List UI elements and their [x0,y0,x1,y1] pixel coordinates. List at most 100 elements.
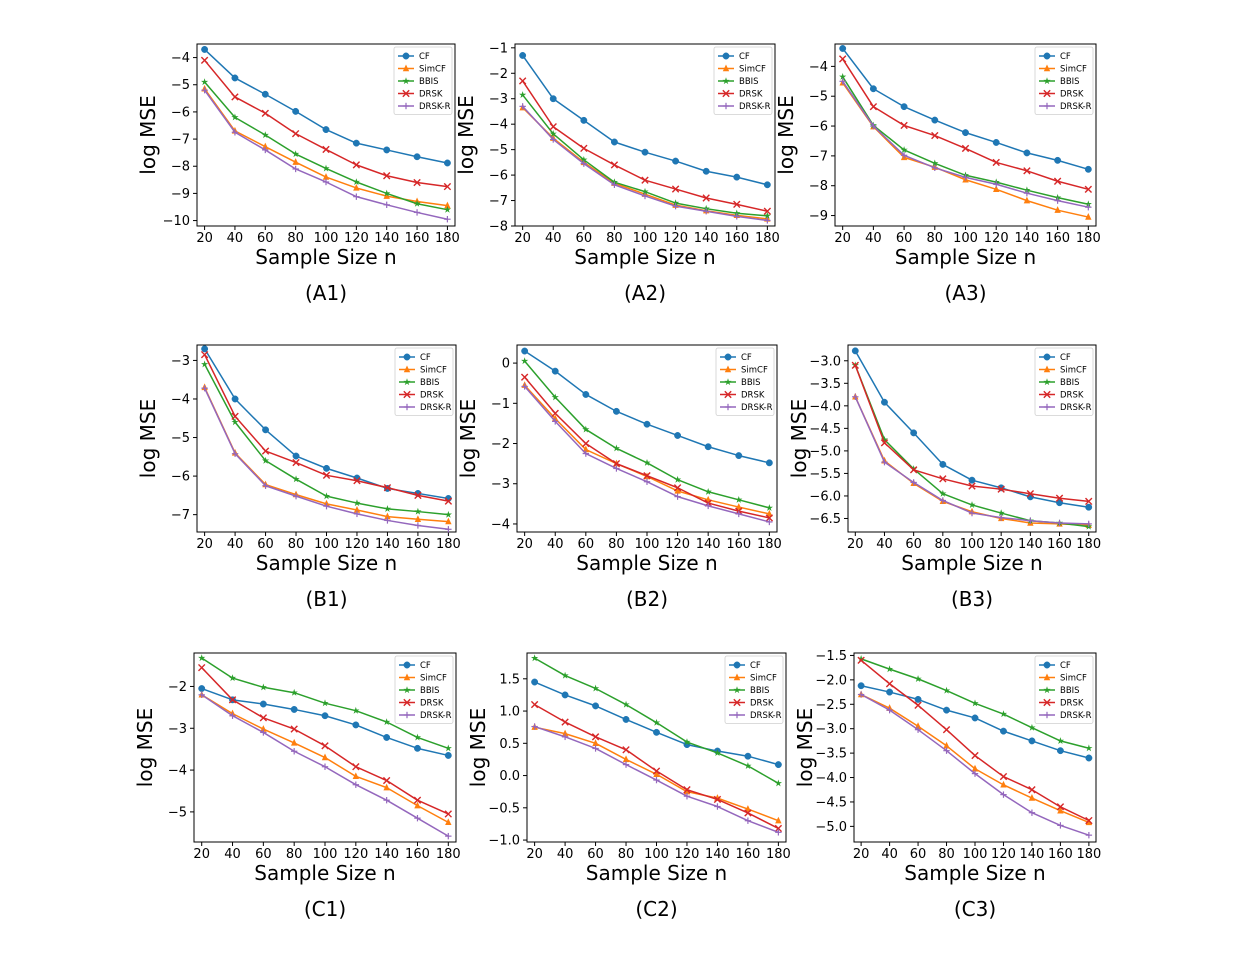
y-tick-label: 1.0 [499,705,520,720]
point-marker [1085,520,1092,528]
point-marker [857,656,865,665]
point-marker [582,450,590,457]
x-tick-label: 160 [726,537,751,552]
legend-entry: CF [718,52,750,62]
point-marker [1056,803,1065,811]
series-cf [839,45,1092,173]
legend-label: SimCF [420,674,447,684]
legend-label: DRSK [1060,699,1084,709]
point-marker [851,347,859,355]
series-drsk-r [852,393,1092,528]
x-tick-label: 80 [618,847,635,862]
legend: CF SimCF BBIS DRSK DRSK-R [393,46,453,115]
point-marker [722,77,730,85]
point-marker [1054,156,1062,164]
point-marker [775,816,782,824]
point-marker [1057,822,1064,829]
point-marker [971,770,979,777]
point-marker [641,148,649,156]
point-marker [683,793,691,800]
point-marker [733,686,741,694]
x-tick-label: 100 [314,537,339,552]
point-marker [1043,52,1051,60]
point-marker [968,509,976,517]
point-marker [521,347,529,355]
point-marker [1028,737,1036,745]
legend-label: SimCF [1060,366,1087,376]
point-marker [444,216,451,223]
point-marker [763,207,772,215]
point-marker [445,517,452,525]
point-marker [1043,64,1051,72]
panel-label: (A3) [944,281,986,305]
panel-label: (B1) [305,587,347,611]
y-tick-label: −2 [491,437,510,452]
point-marker [383,796,390,804]
series-simcf [198,690,452,826]
point-marker [413,199,421,207]
x-tick-label: 140 [375,537,400,552]
point-marker [591,684,600,692]
point-marker [201,345,209,353]
point-marker [292,452,300,460]
point-marker [353,477,361,485]
legend-entry: SimCF [399,365,447,376]
point-marker [643,459,651,466]
y-tick-label: −4.5 [809,422,841,437]
point-marker [1043,711,1051,719]
x-tick-label: 140 [1018,537,1043,552]
x-tick-label: 120 [345,537,370,552]
point-marker [262,146,269,154]
point-marker [1027,517,1034,524]
point-marker [1053,177,1062,185]
point-marker [613,465,620,472]
point-marker [704,502,712,510]
point-marker [763,212,771,219]
x-tick-label: 40 [545,231,562,246]
point-marker [383,783,390,791]
x-tick-label: 180 [1076,537,1101,552]
point-marker [443,205,452,213]
point-marker [942,686,951,694]
x-axis-label: Sample Size n [901,551,1042,575]
point-marker [943,706,950,714]
point-marker [910,465,918,472]
x-tick-label: 20 [834,231,851,246]
point-marker [582,425,590,433]
point-marker [1085,816,1093,825]
point-marker [198,691,205,699]
x-tick-label: 180 [755,231,780,246]
point-marker [592,739,599,747]
point-marker [403,353,411,361]
point-marker [622,755,630,763]
point-marker [403,673,411,681]
legend-entry: CF [1039,52,1071,62]
y-tick-label: −6 [171,470,190,485]
point-marker [403,686,411,694]
point-marker [530,700,539,709]
point-marker [1056,737,1065,744]
series-drsk-r [201,384,452,533]
point-marker [383,192,390,199]
legend-label: DRSK [750,699,774,709]
point-marker [652,767,661,775]
y-axis-label: log MSE [774,95,798,174]
point-marker [939,489,947,497]
point-marker [931,164,938,172]
point-marker [744,762,752,769]
point-marker [414,522,422,529]
series-drsk-r [519,103,771,224]
point-marker [763,181,771,189]
x-tick-label: 60 [257,231,274,246]
point-marker [551,393,559,401]
legend-label: DRSK-R [1060,403,1092,413]
point-marker [549,95,557,103]
point-marker [1043,378,1051,386]
legend-entry: SimCF [1039,673,1087,684]
x-tick-label: 20 [847,537,864,552]
point-marker [674,486,681,494]
point-marker [869,85,877,93]
x-tick-label: 180 [436,537,461,552]
point-marker [580,144,588,153]
y-tick-label: −2 [168,680,187,695]
